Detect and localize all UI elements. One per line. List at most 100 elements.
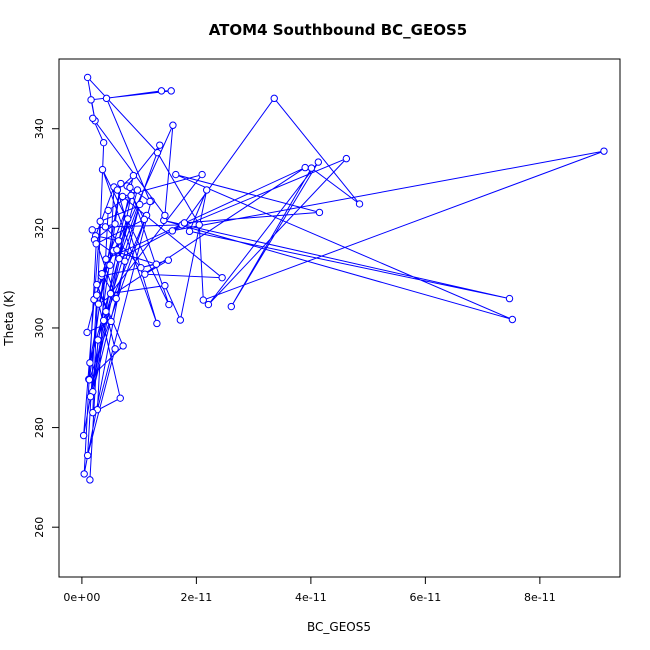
series-line: [83, 75, 605, 480]
data-point: [161, 281, 169, 290]
data-point: [164, 256, 173, 264]
data-point: [202, 186, 211, 194]
x-tick-label: 0e+00: [63, 591, 100, 604]
data-point: [93, 280, 101, 289]
data-point: [92, 240, 100, 248]
data-point: [342, 154, 351, 163]
y-tick-label: 340: [33, 118, 46, 139]
data-point: [111, 345, 119, 353]
y-tick-label: 280: [33, 417, 46, 438]
data-point: [85, 376, 94, 384]
data-point: [112, 294, 120, 303]
data-point: [102, 307, 110, 316]
data-point: [86, 392, 95, 401]
data-point: [104, 206, 112, 215]
data-point: [152, 260, 161, 268]
data-point: [98, 269, 106, 278]
data-point: [185, 227, 194, 236]
data-point: [96, 217, 104, 226]
data-point: [93, 291, 101, 299]
x-tick-label: 2e-11: [181, 591, 213, 604]
data-point: [199, 296, 207, 304]
data-point: [165, 300, 173, 309]
data-point: [270, 94, 278, 103]
x-tick-label: 4e-11: [295, 591, 327, 604]
data-point: [140, 215, 148, 224]
data-point: [141, 270, 149, 278]
series-points: [79, 73, 608, 484]
y-tick-label: 320: [33, 218, 46, 239]
data-point: [99, 138, 108, 147]
data-point: [505, 294, 514, 303]
data-point: [307, 164, 316, 172]
data-point: [79, 431, 88, 440]
data-point: [114, 237, 123, 245]
data-point: [136, 200, 144, 209]
data-point: [117, 179, 125, 188]
data-point: [102, 255, 110, 263]
data-point: [227, 302, 236, 311]
data-point: [315, 208, 324, 217]
data-point: [218, 273, 226, 282]
data-point: [314, 158, 323, 166]
data-point: [508, 315, 517, 324]
data-point: [176, 316, 185, 324]
data-point: [198, 170, 206, 179]
chart-title: ATOM4 Southbound BC_GEOS5: [209, 21, 468, 39]
data-point: [153, 319, 161, 328]
data-point: [146, 197, 154, 206]
data-point: [113, 186, 122, 194]
data-point: [107, 317, 115, 326]
data-point: [88, 226, 96, 234]
data-point: [180, 219, 189, 227]
data-point: [156, 141, 164, 149]
data-point: [118, 192, 127, 201]
y-tick-label: 260: [33, 517, 46, 538]
data-point: [83, 73, 92, 82]
data-point: [83, 451, 92, 460]
data-point: [301, 163, 309, 172]
data-point: [113, 246, 121, 254]
data-point: [600, 147, 608, 155]
data-point: [355, 200, 364, 208]
data-point: [129, 171, 138, 180]
data-point: [102, 94, 111, 103]
x-axis-label: BC_GEOS5: [307, 620, 371, 634]
data-point: [119, 342, 127, 350]
data-point: [106, 261, 114, 269]
data-point: [137, 263, 145, 272]
data-point: [127, 191, 135, 200]
y-axis-label: Theta (K): [2, 290, 16, 346]
data-point: [94, 300, 103, 308]
data-point: [99, 316, 108, 325]
data-point: [161, 211, 169, 220]
data-point: [94, 336, 102, 344]
data-point: [115, 255, 123, 263]
data-point: [126, 183, 134, 192]
data-point: [86, 359, 94, 367]
data-point: [89, 408, 97, 417]
y-tick-label: 300: [33, 317, 46, 338]
x-tick-label: 6e-11: [410, 591, 442, 604]
data-point: [157, 87, 166, 95]
data-point: [83, 328, 91, 337]
data-point: [86, 476, 94, 484]
data-point: [168, 227, 177, 235]
data-point: [195, 221, 203, 229]
data-point: [172, 170, 180, 179]
x-axis: 0e+00 2e-11 4e-11 6e-11 8e-11: [63, 576, 556, 604]
data-point: [169, 121, 177, 129]
data-point: [167, 87, 175, 95]
data-point: [80, 470, 88, 478]
data-point: [89, 114, 97, 122]
data-point: [116, 394, 124, 402]
data-point: [153, 148, 162, 157]
data-point: [87, 96, 95, 104]
x-tick-label: 8e-11: [524, 591, 556, 604]
y-axis: 260 280 300 320 340: [33, 118, 60, 538]
data-point: [133, 186, 142, 194]
data-point: [106, 289, 115, 298]
data-point: [98, 165, 107, 174]
data-point: [123, 215, 132, 223]
